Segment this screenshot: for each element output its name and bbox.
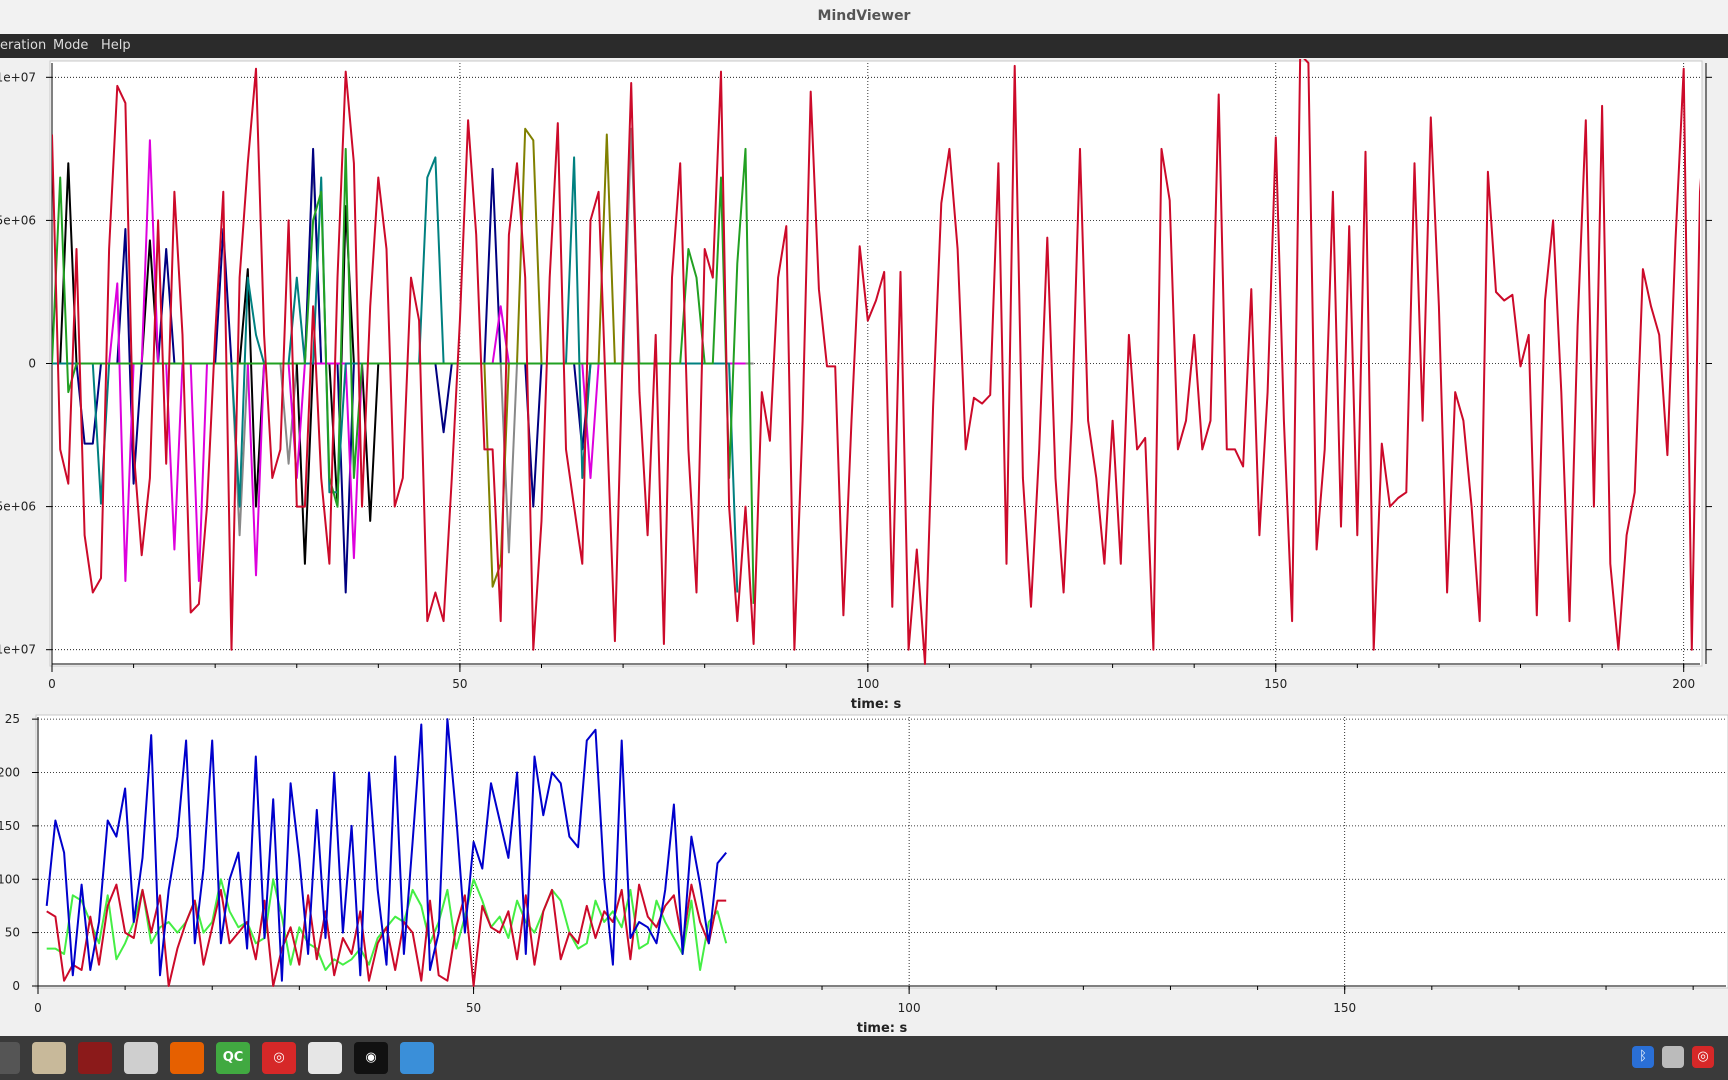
value-tick-label-x: 50 [466, 1001, 481, 1015]
signal-tick-label-x: 200 [1672, 677, 1695, 691]
value-tick-label-y: 100 [0, 872, 20, 886]
taskbar-text-editor-icon[interactable] [124, 1042, 158, 1074]
taskbar: QC ◎ ◉ ᛒ ◎ [0, 1036, 1728, 1080]
signal-plot[interactable]: 1e+07 5e+06 0 5e+06 1e+07 0 50 100 150 200 time: s [0, 58, 1728, 710]
value-plot-svg: 25 200 150 100 50 00 50 100 150 time: s [0, 712, 1728, 1036]
tray-netease-tray-icon[interactable]: ◎ [1692, 1046, 1714, 1068]
taskbar-files-icon[interactable] [32, 1042, 66, 1074]
taskbar-app-1-icon[interactable] [0, 1042, 20, 1074]
tray-bluetooth-icon[interactable]: ᛒ [1632, 1046, 1654, 1068]
value-x-axis-title: time: s [857, 1021, 908, 1036]
value-tick-label-y: 200 [0, 766, 20, 780]
taskbar-obs-glyph: ◉ [365, 1050, 377, 1065]
signal-tick-label-x: 100 [856, 677, 879, 691]
value-tick-label-x: 150 [1333, 1001, 1356, 1015]
taskbar-firefox-icon[interactable] [170, 1042, 204, 1074]
tray-drive-icon[interactable] [1662, 1046, 1684, 1068]
signal-plot-svg: 1e+07 5e+06 0 5e+06 1e+07 0 50 100 150 200 time: s [0, 59, 1712, 710]
signal-tick-label-x: 150 [1264, 677, 1287, 691]
signal-tick-label-x: 50 [452, 677, 467, 691]
signal-tick-label-y: 1e+07 [0, 70, 36, 84]
value-tick-label-x: 0 [34, 1001, 42, 1015]
value-plot[interactable]: 25 200 150 100 50 0 0 50 100 150 time: s [0, 710, 1728, 1036]
value-series-line-red [46, 883, 727, 987]
value-plot-area [35, 714, 1728, 989]
menu-item-operation[interactable]: eration [0, 38, 47, 53]
taskbar-netease-music-glyph: ◎ [273, 1050, 285, 1065]
taskbar-app-red-window-icon[interactable] [78, 1042, 112, 1074]
window-title: MindViewer [817, 8, 911, 24]
menu-item-help[interactable]: Help [101, 38, 131, 53]
signal-tick-label-x: 0 [48, 677, 56, 691]
value-tick-label-y: 50 [5, 926, 20, 940]
signal-tick-label-y: 5e+06 [0, 500, 36, 514]
taskbar-obs-icon[interactable]: ◉ [354, 1042, 388, 1074]
value-tick-label-x: 100 [898, 1001, 921, 1015]
taskbar-mindviewer-icon[interactable] [400, 1042, 434, 1074]
signal-x-axis-title: time: s [851, 697, 902, 710]
taskbar-qtcreator-icon[interactable]: QC [216, 1042, 250, 1074]
taskbar-qtcreator-glyph: QC [222, 1050, 244, 1065]
taskbar-app-grid-icon[interactable] [308, 1042, 342, 1074]
value-tick-label-y: 0 [12, 979, 20, 993]
signal-series-line-red [52, 59, 1700, 665]
value-series-line-blue [45, 718, 727, 982]
value-tick-label-y: 150 [0, 819, 20, 833]
taskbar-netease-music-icon[interactable]: ◎ [262, 1042, 296, 1074]
signal-tick-label-y: 5e+06 [0, 213, 36, 227]
signal-tick-label-y: 1e+07 [0, 643, 36, 657]
window-titlebar: MindViewer [0, 0, 1728, 35]
menubar: eration Mode Help [0, 34, 1728, 58]
value-tick-label-y: 25 [5, 712, 20, 726]
signal-tick-label-y: 0 [28, 357, 36, 371]
menu-item-mode[interactable]: Mode [53, 38, 89, 53]
